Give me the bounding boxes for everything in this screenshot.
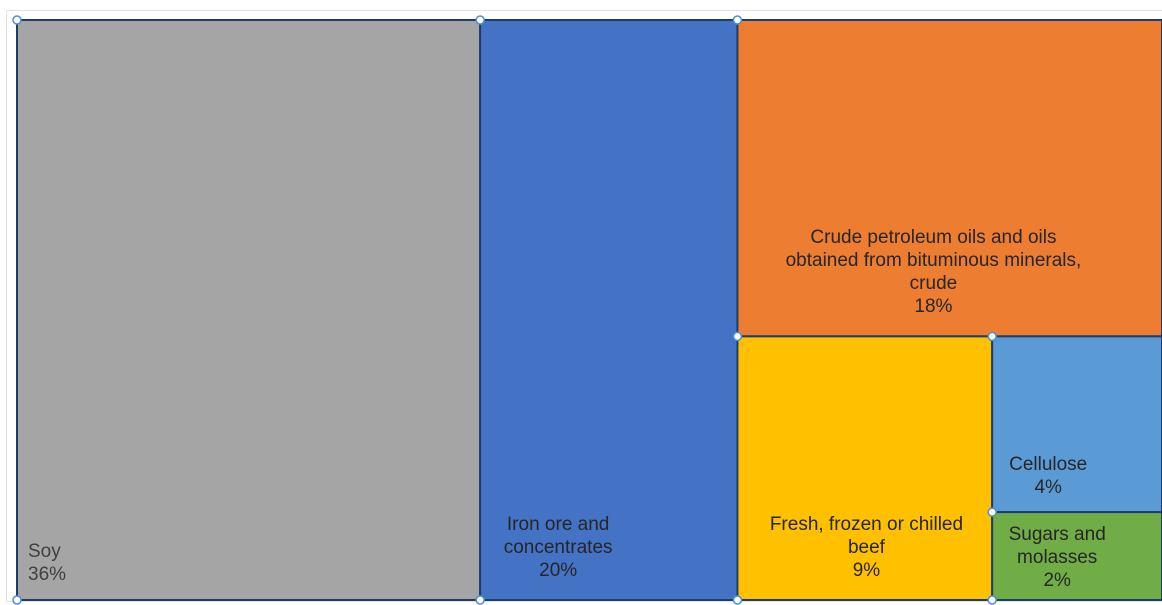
- selection-handle[interactable]: [987, 595, 997, 605]
- category-label-cellulose: Cellulose: [1009, 454, 1087, 475]
- selection-handle[interactable]: [732, 595, 743, 605]
- value-label-fresh-frozen-or-chilled-beef: 9%: [853, 560, 881, 581]
- tile-rect-iron-ore-and-concentrates[interactable]: [479, 19, 739, 601]
- selection-handle[interactable]: [475, 15, 485, 25]
- selection-handle[interactable]: [12, 15, 22, 25]
- selection-handle[interactable]: [12, 595, 22, 605]
- category-label-iron-ore-and-concentrates: Iron ore and: [507, 514, 609, 535]
- value-label-crude-petroleum-oils-and-oils-obtained-from-bituminous-minerals-crude: 18%: [914, 296, 952, 317]
- tile-rect-sugars-and-molasses[interactable]: [991, 511, 1162, 601]
- tile-rect-fresh-frozen-or-chilled-beef[interactable]: [736, 335, 994, 601]
- value-label-sugars-and-molasses: 2%: [1043, 570, 1071, 591]
- category-label-crude-petroleum-oils-and-oils-obtained-from-bituminous-minerals-crude: obtained from bituminous minerals,: [786, 250, 1082, 271]
- selection-handle[interactable]: [987, 331, 997, 342]
- category-label-crude-petroleum-oils-and-oils-obtained-from-bituminous-minerals-crude: crude: [910, 273, 958, 294]
- category-label-fresh-frozen-or-chilled-beef: beef: [848, 537, 886, 558]
- value-label-iron-ore-and-concentrates: 20%: [539, 560, 577, 581]
- category-label-fresh-frozen-or-chilled-beef: Fresh, frozen or chilled: [770, 514, 963, 535]
- category-label-sugars-and-molasses: Sugars and: [1009, 524, 1106, 545]
- category-label-iron-ore-and-concentrates: concentrates: [504, 537, 613, 558]
- value-label-soy: 36%: [28, 564, 66, 585]
- tile-rect-soy[interactable]: [16, 19, 482, 601]
- category-label-soy: Soy: [28, 541, 61, 562]
- tile-rect-cellulose[interactable]: [991, 335, 1162, 514]
- chart-frame: [6, 10, 1162, 602]
- category-label-sugars-and-molasses: molasses: [1017, 547, 1097, 568]
- selection-handle[interactable]: [732, 15, 743, 25]
- selection-handle[interactable]: [732, 331, 743, 342]
- tile-rect-crude-petroleum-oils-and-oils-obtained-from-bituminous-minerals-crude[interactable]: [736, 19, 1162, 338]
- category-label-crude-petroleum-oils-and-oils-obtained-from-bituminous-minerals-crude: Crude petroleum oils and oils: [810, 227, 1056, 248]
- value-label-cellulose: 4%: [1034, 477, 1062, 498]
- selection-handle[interactable]: [987, 507, 997, 517]
- selection-handle[interactable]: [475, 595, 485, 605]
